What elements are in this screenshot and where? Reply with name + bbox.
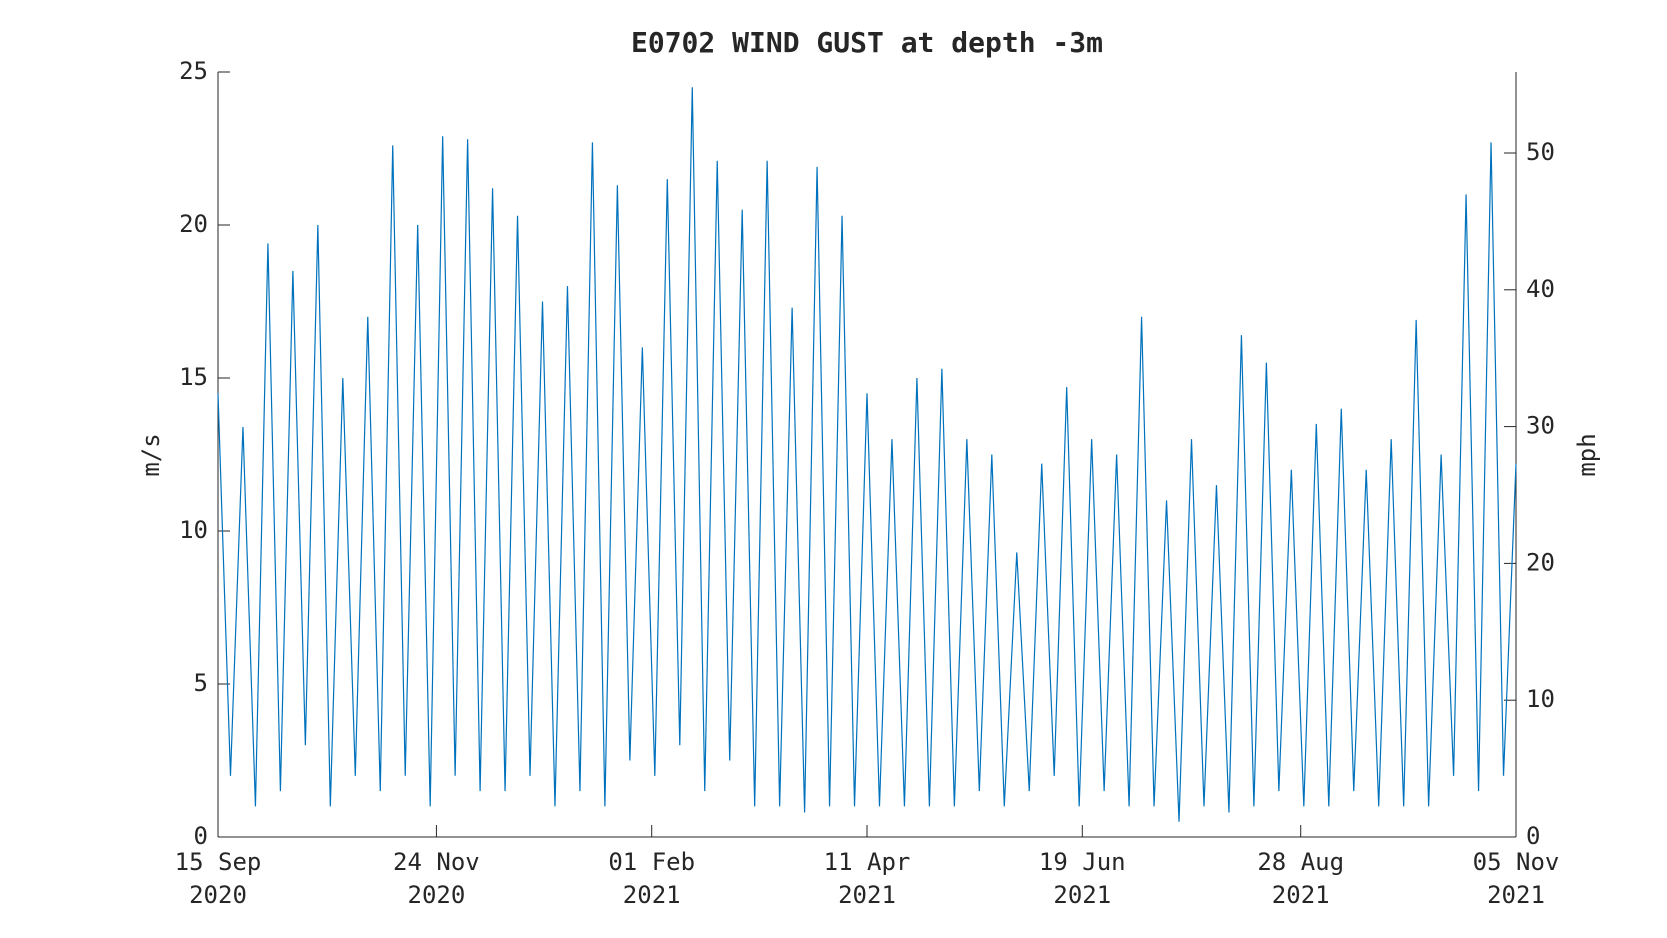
chart-title: E0702 WIND GUST at depth -3m	[631, 26, 1103, 59]
y-tick-label: 25	[179, 57, 208, 85]
x-tick-label: 15 Sep 2020	[174, 848, 262, 909]
y-axis-label: m/s	[137, 433, 165, 476]
x-tick-label: 11 Apr 2021	[823, 848, 911, 909]
y2-tick-label: 20	[1526, 548, 1555, 576]
x-tick-label: 19 Jun 2021	[1038, 848, 1126, 909]
y-tick-label: 20	[179, 210, 208, 238]
y2-tick-label: 30	[1526, 412, 1555, 440]
y2-axis-label: mph	[1573, 433, 1601, 476]
x-tick-label: 24 Nov 2020	[393, 848, 480, 909]
data-line	[217, 87, 1517, 822]
y-tick-label: 10	[179, 516, 208, 544]
y-tick-label: 5	[194, 669, 208, 697]
y2-tick-label: 40	[1526, 275, 1555, 303]
y-tick-label: 15	[179, 363, 208, 391]
x-tick-label: 01 Feb 2021	[608, 848, 696, 909]
y2-tick-label: 0	[1526, 822, 1540, 850]
x-tick-label: 28 Aug 2021	[1257, 848, 1345, 909]
y2-tick-label: 50	[1526, 138, 1555, 166]
y2-tick-label: 10	[1526, 685, 1555, 713]
y-tick-label: 0	[194, 822, 208, 850]
x-tick-label: 05 Nov 2021	[1472, 848, 1560, 909]
